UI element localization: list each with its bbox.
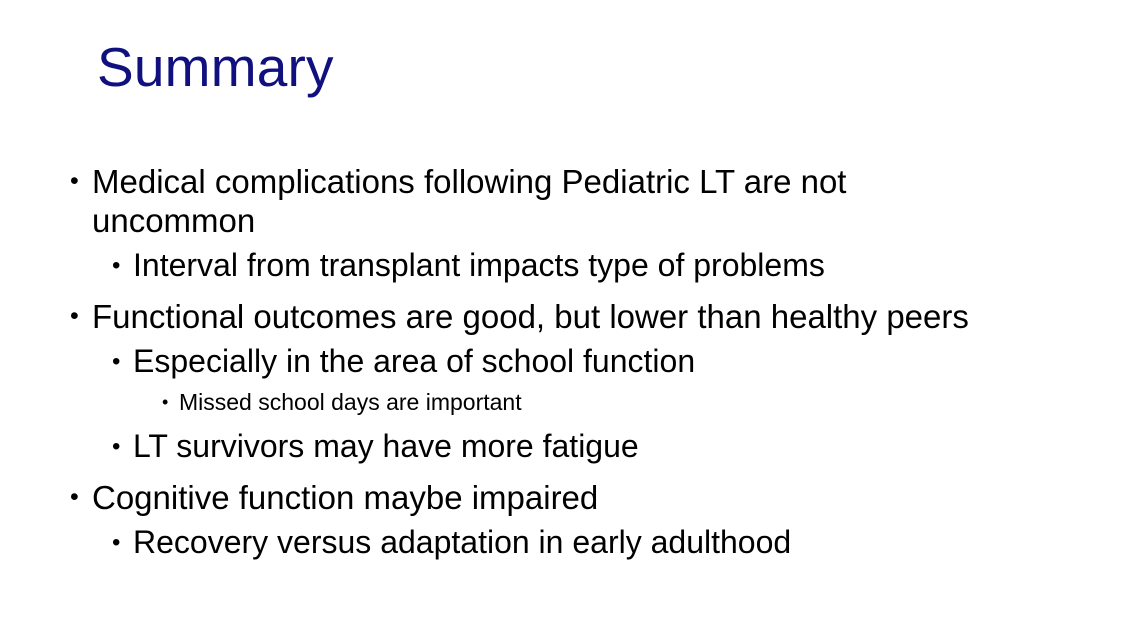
list-item-label: Medical complications following Pediatri… — [92, 163, 847, 239]
list-item-label: Cognitive function maybe impaired — [92, 479, 599, 516]
list-item-label: Functional outcomes are good, but lower … — [92, 298, 969, 335]
bullet-icon: • — [70, 167, 79, 195]
bullet-icon: • — [70, 302, 79, 330]
list-item: • Cognitive function maybe impaired — [62, 478, 1082, 517]
page-title: Summary — [97, 36, 334, 98]
list-item-label: Especially in the area of school functio… — [133, 343, 696, 379]
list-item-label: Interval from transplant impacts type of… — [133, 247, 825, 283]
bullet-icon: • — [112, 348, 121, 375]
list-item-label: Recovery versus adaptation in early adul… — [133, 524, 792, 560]
list-item: • Especially in the area of school funct… — [62, 342, 1082, 381]
bullet-icon: • — [112, 252, 121, 279]
list-item-label: LT survivors may have more fatigue — [133, 428, 639, 464]
list-item: • Missed school days are important — [62, 387, 1082, 417]
slide-body-content: • Medical complications following Pediat… — [62, 162, 1082, 568]
bullet-icon: • — [70, 483, 79, 511]
list-item: • Functional outcomes are good, but lowe… — [62, 297, 1082, 336]
bullet-icon: • — [112, 433, 121, 460]
list-item: • LT survivors may have more fatigue — [62, 427, 1082, 466]
list-item: • Interval from transplant impacts type … — [62, 246, 1082, 285]
list-item: • Medical complications following Pediat… — [62, 162, 1082, 240]
bullet-icon: • — [162, 392, 169, 412]
bullet-icon: • — [112, 529, 121, 556]
list-item-label: Missed school days are important — [179, 389, 522, 415]
list-item: • Recovery versus adaptation in early ad… — [62, 523, 1082, 562]
